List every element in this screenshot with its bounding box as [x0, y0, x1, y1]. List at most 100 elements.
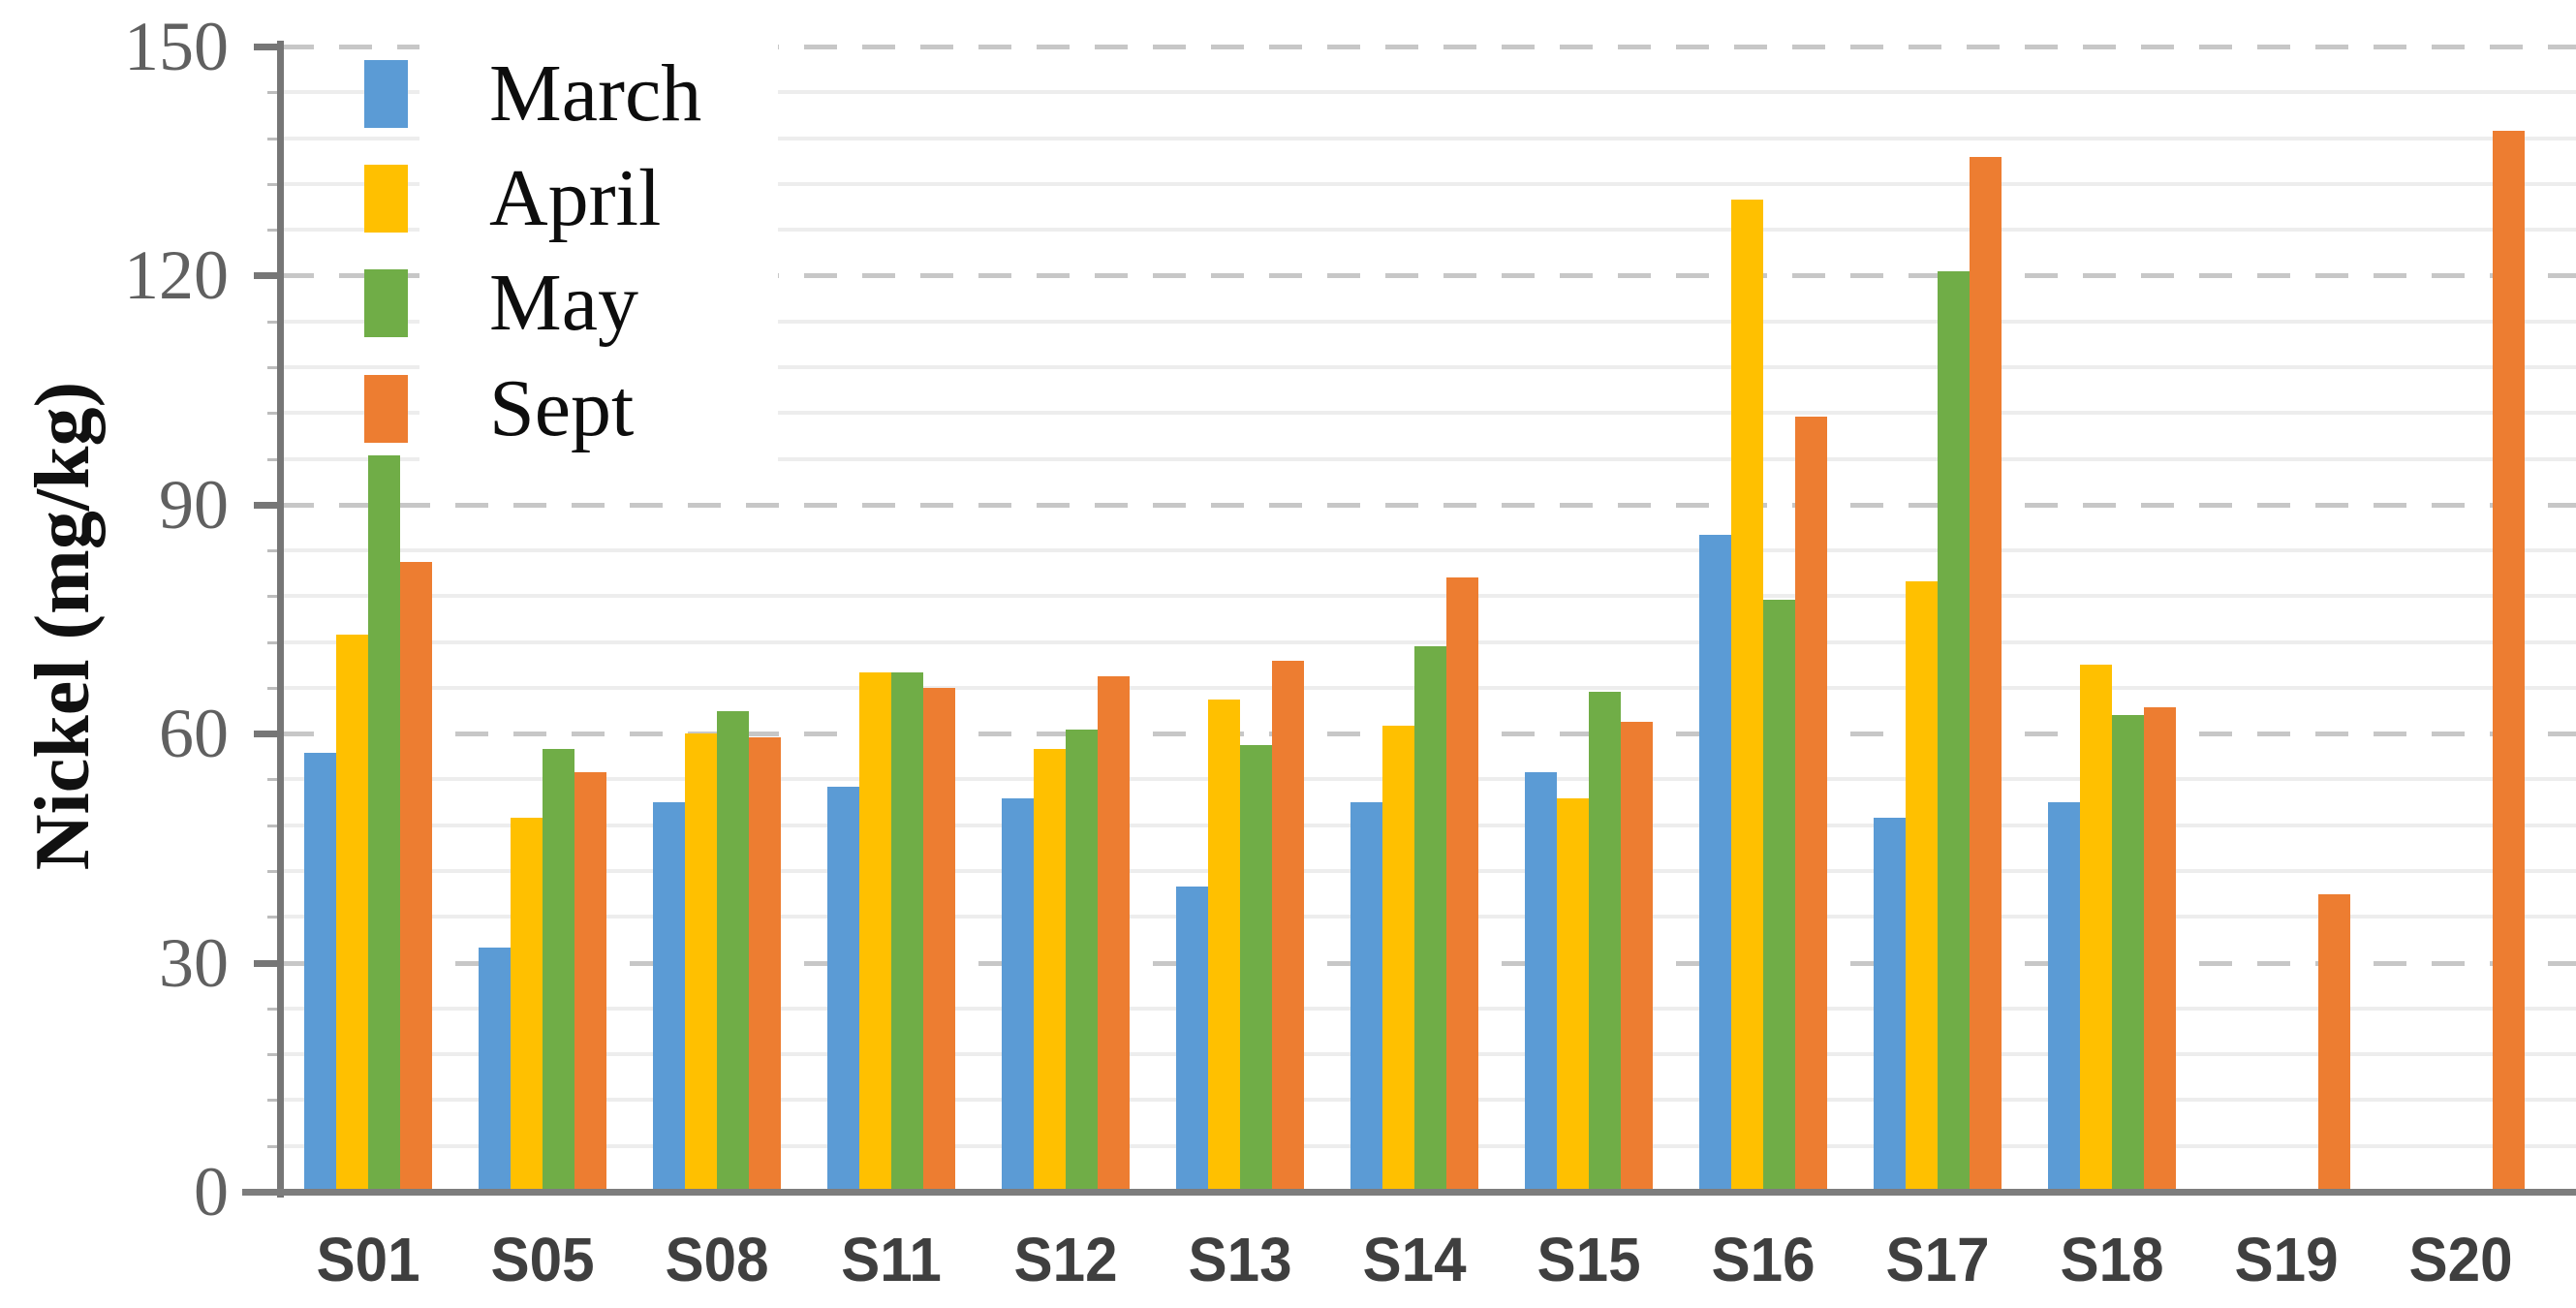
bar-april-s14	[1382, 726, 1414, 1192]
gridline-minor	[281, 411, 2576, 416]
bar-may-s17	[1938, 271, 1970, 1192]
y-axis-minor-tick	[267, 320, 283, 324]
category-label-s16: S16	[1711, 1225, 1816, 1294]
bar-april-s13	[1208, 699, 1240, 1192]
y-axis-line	[277, 41, 284, 1198]
bar-april-s18	[2080, 665, 2112, 1192]
y-axis-minor-tick	[267, 778, 283, 782]
bar-may-s18	[2112, 714, 2144, 1192]
bar-april-s01	[336, 634, 368, 1192]
y-axis-minor-tick	[267, 549, 283, 553]
gridline-minor	[281, 456, 2576, 461]
bar-sept-s15	[1621, 722, 1653, 1192]
category-label-s11: S11	[841, 1225, 942, 1294]
y-tick-label: 60	[159, 695, 229, 773]
gridline-major	[281, 273, 2576, 279]
bar-may-s05	[543, 748, 574, 1192]
gridline-minor	[281, 90, 2576, 95]
bar-may-s01	[368, 454, 400, 1192]
bar-march-s08	[653, 802, 685, 1192]
bar-march-s11	[827, 787, 859, 1192]
y-tick-label: 90	[159, 465, 229, 544]
category-label-s13: S13	[1188, 1225, 1292, 1294]
y-axis-minor-tick	[267, 1053, 283, 1057]
y-axis-minor-tick	[267, 229, 283, 233]
bar-may-s15	[1589, 691, 1621, 1192]
x-axis-line	[242, 1189, 2576, 1196]
bar-april-s15	[1557, 798, 1589, 1192]
y-axis-title: Nickel (mg/kg)	[20, 381, 106, 871]
y-axis-minor-tick	[267, 870, 283, 874]
gridline-minor	[281, 319, 2576, 324]
category-label-s19: S19	[2234, 1225, 2339, 1294]
gridline-minor	[281, 639, 2576, 644]
y-axis-minor-tick	[267, 412, 283, 416]
bar-march-s05	[479, 947, 511, 1192]
y-axis-minor-tick	[267, 91, 283, 95]
bar-sept-s05	[574, 771, 606, 1192]
bar-april-s11	[859, 672, 891, 1192]
y-axis-minor-tick	[267, 640, 283, 644]
bar-sept-s19	[2318, 893, 2350, 1192]
y-tick-label: 150	[124, 8, 229, 85]
gridline-minor	[281, 181, 2576, 186]
bar-sept-s11	[923, 687, 955, 1192]
category-label-s15: S15	[1536, 1225, 1641, 1294]
bar-april-s17	[1906, 580, 1938, 1192]
gridline-minor	[281, 136, 2576, 140]
y-axis-minor-tick	[267, 182, 283, 186]
legend-swatch-may	[364, 269, 408, 337]
y-axis-major-tick	[254, 731, 281, 738]
y-axis-minor-tick	[267, 137, 283, 140]
y-axis-minor-tick	[267, 1144, 283, 1148]
category-label-s14: S14	[1362, 1225, 1467, 1294]
legend-box	[419, 37, 778, 484]
y-axis-minor-tick	[267, 1099, 283, 1103]
gridline-major	[281, 45, 2576, 49]
gridline-minor	[281, 228, 2576, 233]
y-axis-major-tick	[254, 959, 281, 967]
bar-march-s14	[1350, 802, 1382, 1192]
category-label-s12: S12	[1013, 1225, 1118, 1294]
legend-swatch-april	[364, 165, 408, 233]
bar-may-s08	[717, 710, 749, 1192]
y-axis-minor-tick	[267, 916, 283, 919]
category-label-s01: S01	[316, 1225, 420, 1294]
legend-label-april: April	[489, 153, 662, 243]
bar-sept-s14	[1446, 576, 1478, 1192]
gridline-major	[281, 502, 2576, 508]
y-tick-label: 120	[124, 236, 229, 315]
bar-april-s05	[511, 817, 543, 1192]
gridline-minor	[281, 548, 2576, 553]
legend-label-may: May	[489, 258, 638, 348]
y-axis-minor-tick	[267, 595, 283, 599]
category-label-s08: S08	[665, 1225, 769, 1294]
bar-april-s12	[1034, 748, 1066, 1192]
legend-label-march: March	[489, 48, 702, 139]
category-label-s17: S17	[1885, 1225, 1990, 1294]
bar-sept-s16	[1795, 417, 1827, 1192]
bar-sept-s18	[2144, 706, 2176, 1192]
gridline-minor	[281, 594, 2576, 599]
category-label-s05: S05	[490, 1225, 595, 1294]
bar-march-s16	[1699, 535, 1731, 1192]
category-label-s18: S18	[2060, 1225, 2164, 1294]
bar-march-s12	[1002, 798, 1034, 1192]
bar-march-s17	[1874, 817, 1906, 1192]
bar-march-s13	[1176, 886, 1208, 1192]
bar-march-s15	[1525, 771, 1557, 1192]
y-tick-label: 30	[159, 923, 229, 1002]
legend-label-sept: Sept	[489, 363, 635, 453]
bar-sept-s12	[1098, 676, 1130, 1192]
bar-may-s13	[1240, 745, 1272, 1192]
y-axis-minor-tick	[267, 1007, 283, 1011]
y-axis-minor-tick	[267, 457, 283, 461]
y-axis-major-tick	[254, 44, 281, 50]
y-axis-minor-tick	[267, 365, 283, 369]
bar-may-s16	[1763, 600, 1795, 1192]
y-axis-major-tick	[254, 272, 281, 280]
bar-april-s08	[685, 733, 717, 1192]
bar-may-s12	[1066, 730, 1098, 1192]
